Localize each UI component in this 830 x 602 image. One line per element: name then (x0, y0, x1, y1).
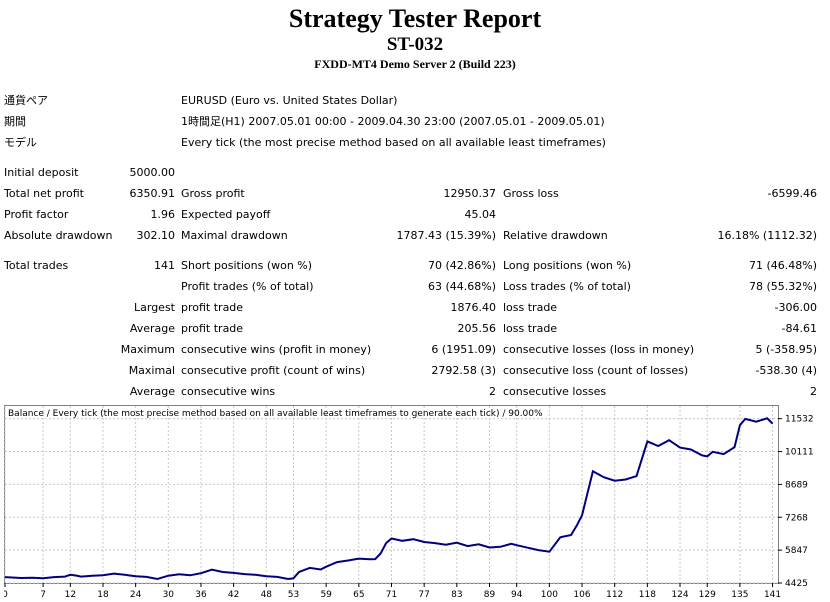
x-tick-label: 89 (484, 590, 496, 600)
symbol-value: EURUSD (Euro vs. United States Dollar) (181, 94, 398, 107)
x-tick-label: 94 (511, 590, 523, 600)
profit-trades-value: 63 (44.68%) (427, 280, 496, 293)
relative-drawdown-label: Relative drawdown (503, 229, 608, 242)
loss-trades-value: 78 (55.32%) (748, 280, 817, 293)
profit-factor-value: 1.96 (150, 208, 176, 221)
gross-profit-label: Gross profit (181, 187, 245, 200)
symbol-label: 通貨ペア (4, 94, 48, 107)
report-title: Strategy Tester Report (288, 4, 542, 33)
model-label: モデル (4, 136, 37, 149)
maximal-cons-profit-label: consecutive profit (count of wins) (181, 364, 366, 377)
chart-title: Balance / Every tick (the most precise m… (8, 409, 543, 419)
profit-trades-label: Profit trades (% of total) (181, 280, 314, 293)
avg-cons-losses-label: consecutive losses (503, 385, 607, 398)
period-label: 期間 (4, 115, 26, 128)
x-tick-label: 124 (671, 590, 688, 600)
max-cons-losses-value: 5 (-358.95) (755, 343, 817, 356)
average-loss-label: loss trade (503, 322, 558, 335)
long-positions-value: 71 (46.48%) (748, 259, 817, 272)
avg-cons-wins-value: 2 (489, 385, 496, 398)
absolute-drawdown-value: 302.10 (136, 229, 176, 242)
average-loss-value: -84.61 (781, 322, 817, 335)
x-tick-label: 59 (320, 590, 332, 600)
x-tick-label: 53 (288, 590, 299, 600)
x-axis-ticks: 0 7 12 18 24 30 36 42 48 53 59 65 71 77 83 89 94 100 106 11… (4, 583, 781, 600)
average-label: Average (129, 322, 175, 335)
long-positions-label: Long positions (won %) (503, 259, 632, 272)
average-profit-label: profit trade (181, 322, 244, 335)
maximal-drawdown-label: Maximal drawdown (181, 229, 288, 242)
chart-grid (4, 406, 778, 584)
balance-line (4, 417, 774, 581)
initial-deposit-label: Initial deposit (4, 166, 79, 179)
total-net-profit-value: 6350.91 (129, 187, 176, 200)
maximal-cons-profit-value: 2792.58 (3) (431, 364, 496, 377)
x-tick-label: 106 (573, 590, 590, 600)
x-tick-label: 65 (353, 590, 364, 600)
maximal-drawdown-value: 1787.43 (15.39%) (396, 229, 496, 242)
total-trades-value: 141 (154, 259, 175, 272)
x-tick-label: 36 (195, 590, 207, 600)
maximal-cons-loss-label: consecutive loss (count of losses) (503, 364, 689, 377)
short-positions-value: 70 (42.86%) (427, 259, 496, 272)
max-cons-wins-value: 6 (1951.09) (431, 343, 496, 356)
x-tick-label: 0 (4, 590, 8, 600)
maximal-cons-loss-value: -538.30 (4) (755, 364, 817, 377)
y-axis-ticks: 4425 5847 7268 8689 10111 11532 (778, 415, 814, 589)
period-value: 1時間足(H1) 2007.05.01 00:00 - 2009.04.30 2… (181, 115, 605, 128)
largest-loss-label: loss trade (503, 301, 558, 314)
x-tick-label: 18 (97, 590, 109, 600)
x-tick-label: 77 (418, 590, 429, 600)
largest-label: Largest (134, 301, 175, 314)
y-tick-label: 5847 (785, 546, 808, 556)
relative-drawdown-value: 16.18% (1112.32) (717, 229, 817, 242)
average-consecutive-label: Average (129, 385, 175, 398)
total-net-profit-label: Total net profit (4, 187, 84, 200)
x-tick-label: 135 (731, 590, 748, 600)
avg-cons-wins-label: consecutive wins (181, 385, 276, 398)
model-value: Every tick (the most precise method base… (181, 136, 606, 149)
largest-loss-value: -306.00 (774, 301, 817, 314)
maximal-label: Maximal (128, 364, 175, 377)
x-tick-label: 100 (541, 590, 558, 600)
gross-loss-value: -6599.46 (767, 187, 817, 200)
y-tick-label: 4425 (785, 579, 808, 589)
max-cons-wins-label: consecutive wins (profit in money) (181, 343, 372, 356)
max-cons-losses-label: consecutive losses (loss in money) (503, 343, 695, 356)
average-profit-value: 205.56 (457, 322, 497, 335)
x-tick-label: 112 (606, 590, 623, 600)
x-tick-label: 129 (699, 590, 716, 600)
expected-payoff-value: 45.04 (464, 208, 497, 221)
profit-factor-label: Profit factor (4, 208, 69, 221)
y-tick-label: 11532 (785, 415, 814, 425)
x-tick-label: 83 (451, 590, 462, 600)
x-tick-label: 42 (228, 590, 239, 600)
y-tick-label: 10111 (785, 448, 814, 458)
x-tick-label: 118 (639, 590, 656, 600)
x-tick-label: 71 (386, 590, 397, 600)
y-tick-label: 7268 (785, 513, 808, 523)
server-name: FXDD-MT4 Demo Server 2 (Build 223) (314, 57, 516, 71)
expected-payoff-label: Expected payoff (181, 208, 271, 221)
x-tick-label: 141 (764, 590, 781, 600)
short-positions-label: Short positions (won %) (181, 259, 313, 272)
balance-chart: Balance / Every tick (the most precise m… (4, 405, 814, 600)
x-tick-label: 30 (163, 590, 175, 600)
x-tick-label: 12 (65, 590, 76, 600)
total-trades-label: Total trades (4, 259, 69, 272)
gross-loss-label: Gross loss (503, 187, 559, 200)
maximum-label: Maximum (120, 343, 175, 356)
absolute-drawdown-label: Absolute drawdown (4, 229, 113, 242)
largest-profit-value: 1876.40 (450, 301, 497, 314)
ea-name: ST-032 (386, 34, 444, 55)
loss-trades-label: Loss trades (% of total) (503, 280, 631, 293)
gross-profit-value: 12950.37 (443, 187, 497, 200)
avg-cons-losses-value: 2 (810, 385, 817, 398)
x-tick-label: 24 (130, 590, 142, 600)
x-tick-label: 7 (40, 590, 46, 600)
x-tick-label: 48 (261, 590, 273, 600)
y-tick-label: 8689 (785, 480, 808, 490)
initial-deposit-value: 5000.00 (129, 166, 176, 179)
largest-profit-label: profit trade (181, 301, 244, 314)
